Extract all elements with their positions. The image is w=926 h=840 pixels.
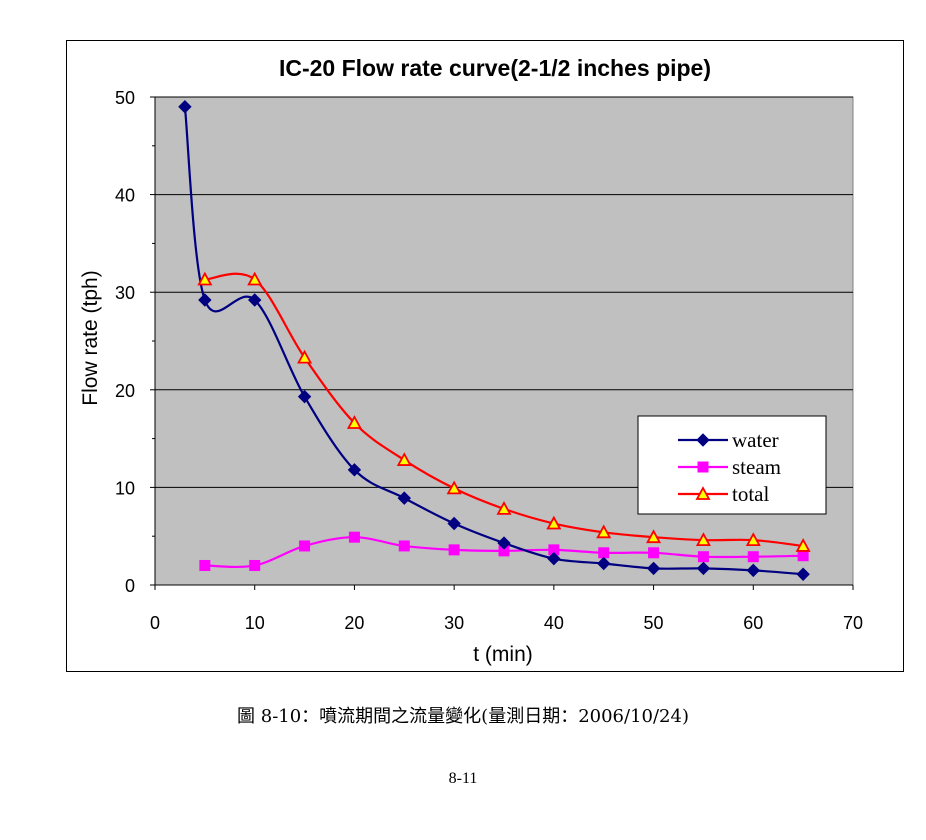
data-point-steam — [548, 544, 560, 556]
data-point-total — [247, 271, 263, 286]
data-point-steam — [249, 559, 261, 571]
legend-label-steam: steam — [732, 455, 781, 479]
data-point-water — [347, 463, 362, 477]
x-axis-label: t (min) — [473, 643, 533, 666]
y-tick-label: 20 — [115, 381, 135, 401]
x-tick-label: 30 — [444, 613, 464, 633]
data-point-water — [646, 561, 661, 576]
series-line-water — [183, 106, 804, 576]
data-point-steam — [598, 547, 610, 559]
data-point-steam — [648, 547, 660, 559]
data-point-water — [746, 563, 760, 578]
legend-box — [637, 415, 827, 515]
x-tick-label: 70 — [843, 613, 863, 633]
data-point-total — [496, 500, 512, 515]
data-point-steam — [498, 545, 510, 557]
data-point-water — [796, 567, 810, 581]
data-point-total — [446, 480, 462, 495]
data-point-total — [745, 532, 761, 547]
data-point-water — [178, 100, 192, 114]
y-axis-label: Flow rate (tph) — [79, 270, 102, 405]
chart-frame: 0 10 20 30 40 50 0 10 20 30 40 50 60 70 IC-20 Flow ra… — [66, 40, 904, 672]
x-tick-label: 50 — [644, 613, 664, 633]
figure-caption: 圖 8-10：噴流期間之流量變化(量測日期：2006/10/24) — [237, 706, 689, 727]
data-point-steam — [697, 551, 709, 563]
data-point-steam — [797, 550, 809, 562]
x-tick-label: 40 — [544, 613, 564, 633]
data-point-water — [696, 561, 711, 576]
data-point-water — [597, 556, 611, 571]
chart-title: IC-20 Flow rate curve(2-1/2 inches pipe) — [279, 55, 711, 81]
data-point-water — [447, 516, 461, 531]
page-number: 8-11 — [448, 770, 478, 787]
data-point-steam — [398, 540, 410, 552]
legend-marker-steam — [697, 461, 709, 473]
data-point-steam — [299, 540, 311, 552]
data-point-total — [546, 515, 562, 530]
legend-label-total: total — [732, 482, 769, 506]
legend-marker-water — [696, 433, 710, 447]
x-tick-label: 60 — [743, 613, 763, 633]
x-tick-label: 0 — [150, 613, 160, 633]
y-tick-label: 50 — [115, 88, 135, 108]
legend-marker-total — [695, 486, 711, 500]
data-point-total — [396, 452, 412, 466]
data-point-steam — [199, 559, 211, 571]
y-tick-label: 40 — [115, 186, 135, 206]
data-point-water — [198, 293, 212, 307]
axis-layer: 0 10 20 30 40 50 0 10 20 30 40 50 60 70 — [115, 88, 863, 633]
data-point-water — [297, 389, 312, 404]
data-point-water — [248, 293, 262, 307]
data-point-total — [346, 415, 362, 429]
data-point-total — [197, 271, 213, 286]
chart-svg: 0 10 20 30 40 50 0 10 20 30 40 50 60 70 IC-20 Flow ra… — [79, 55, 863, 666]
y-tick-label: 30 — [115, 283, 135, 303]
y-tick-label: 10 — [115, 478, 135, 498]
data-point-water — [397, 491, 411, 505]
x-tick-label: 20 — [344, 613, 364, 633]
data-point-steam — [448, 544, 460, 556]
data-point-steam — [747, 551, 759, 563]
data-point-total — [596, 524, 612, 539]
data-point-total — [695, 532, 711, 547]
y-tick-label: 0 — [125, 576, 135, 596]
legend-label-water: water — [732, 428, 779, 452]
data-point-total — [297, 349, 313, 364]
x-tick-label: 10 — [245, 613, 265, 633]
data-point-steam — [348, 531, 360, 543]
data-point-water — [547, 551, 561, 566]
data-point-water — [497, 536, 511, 550]
data-point-total — [795, 538, 811, 552]
legend: water steam total — [637, 415, 827, 515]
series-layer — [178, 100, 811, 581]
data-point-total — [646, 529, 662, 544]
